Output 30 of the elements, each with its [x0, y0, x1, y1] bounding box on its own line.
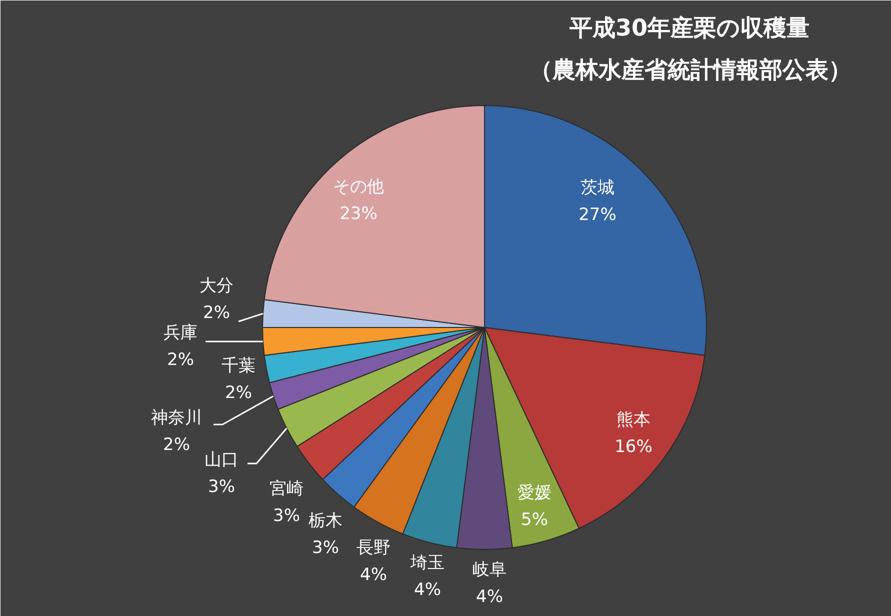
data-label: 2% — [163, 435, 190, 455]
data-label: 27% — [578, 205, 616, 225]
chart-subtitle: （農林水産省統計情報部公表） — [530, 56, 852, 84]
slice-label: 山口 — [204, 450, 238, 470]
slice-label: 千葉 — [222, 356, 256, 376]
slice-label: 茨城 — [580, 178, 614, 198]
data-label: 5% — [521, 510, 548, 530]
data-label: 4% — [414, 580, 441, 600]
slice-label: 長野 — [356, 538, 390, 558]
data-label: 4% — [476, 587, 503, 607]
slice-label: 兵庫 — [164, 323, 198, 343]
slice-label: 岐阜 — [472, 560, 506, 580]
data-label: 16% — [614, 437, 652, 457]
data-label: 2% — [225, 383, 252, 403]
slice-label: 神奈川 — [151, 408, 202, 428]
data-label: 3% — [312, 538, 339, 558]
slice-label: 大分 — [200, 276, 234, 296]
data-label: 23% — [340, 204, 378, 224]
slice-label: その他 — [333, 177, 384, 197]
slice-label: 宮崎 — [270, 479, 304, 499]
data-label: 4% — [360, 565, 387, 585]
data-label: 3% — [208, 477, 235, 497]
data-label: 2% — [167, 350, 194, 370]
slice-label: 愛媛 — [518, 483, 552, 503]
data-label: 2% — [203, 303, 230, 323]
slice-label: 埼玉 — [410, 553, 444, 573]
chart-title: 平成30年産栗の収穫量 — [568, 14, 810, 42]
slice-label: 栃木 — [308, 511, 342, 531]
slice-label: 熊本 — [616, 410, 650, 430]
data-label: 3% — [273, 506, 300, 526]
